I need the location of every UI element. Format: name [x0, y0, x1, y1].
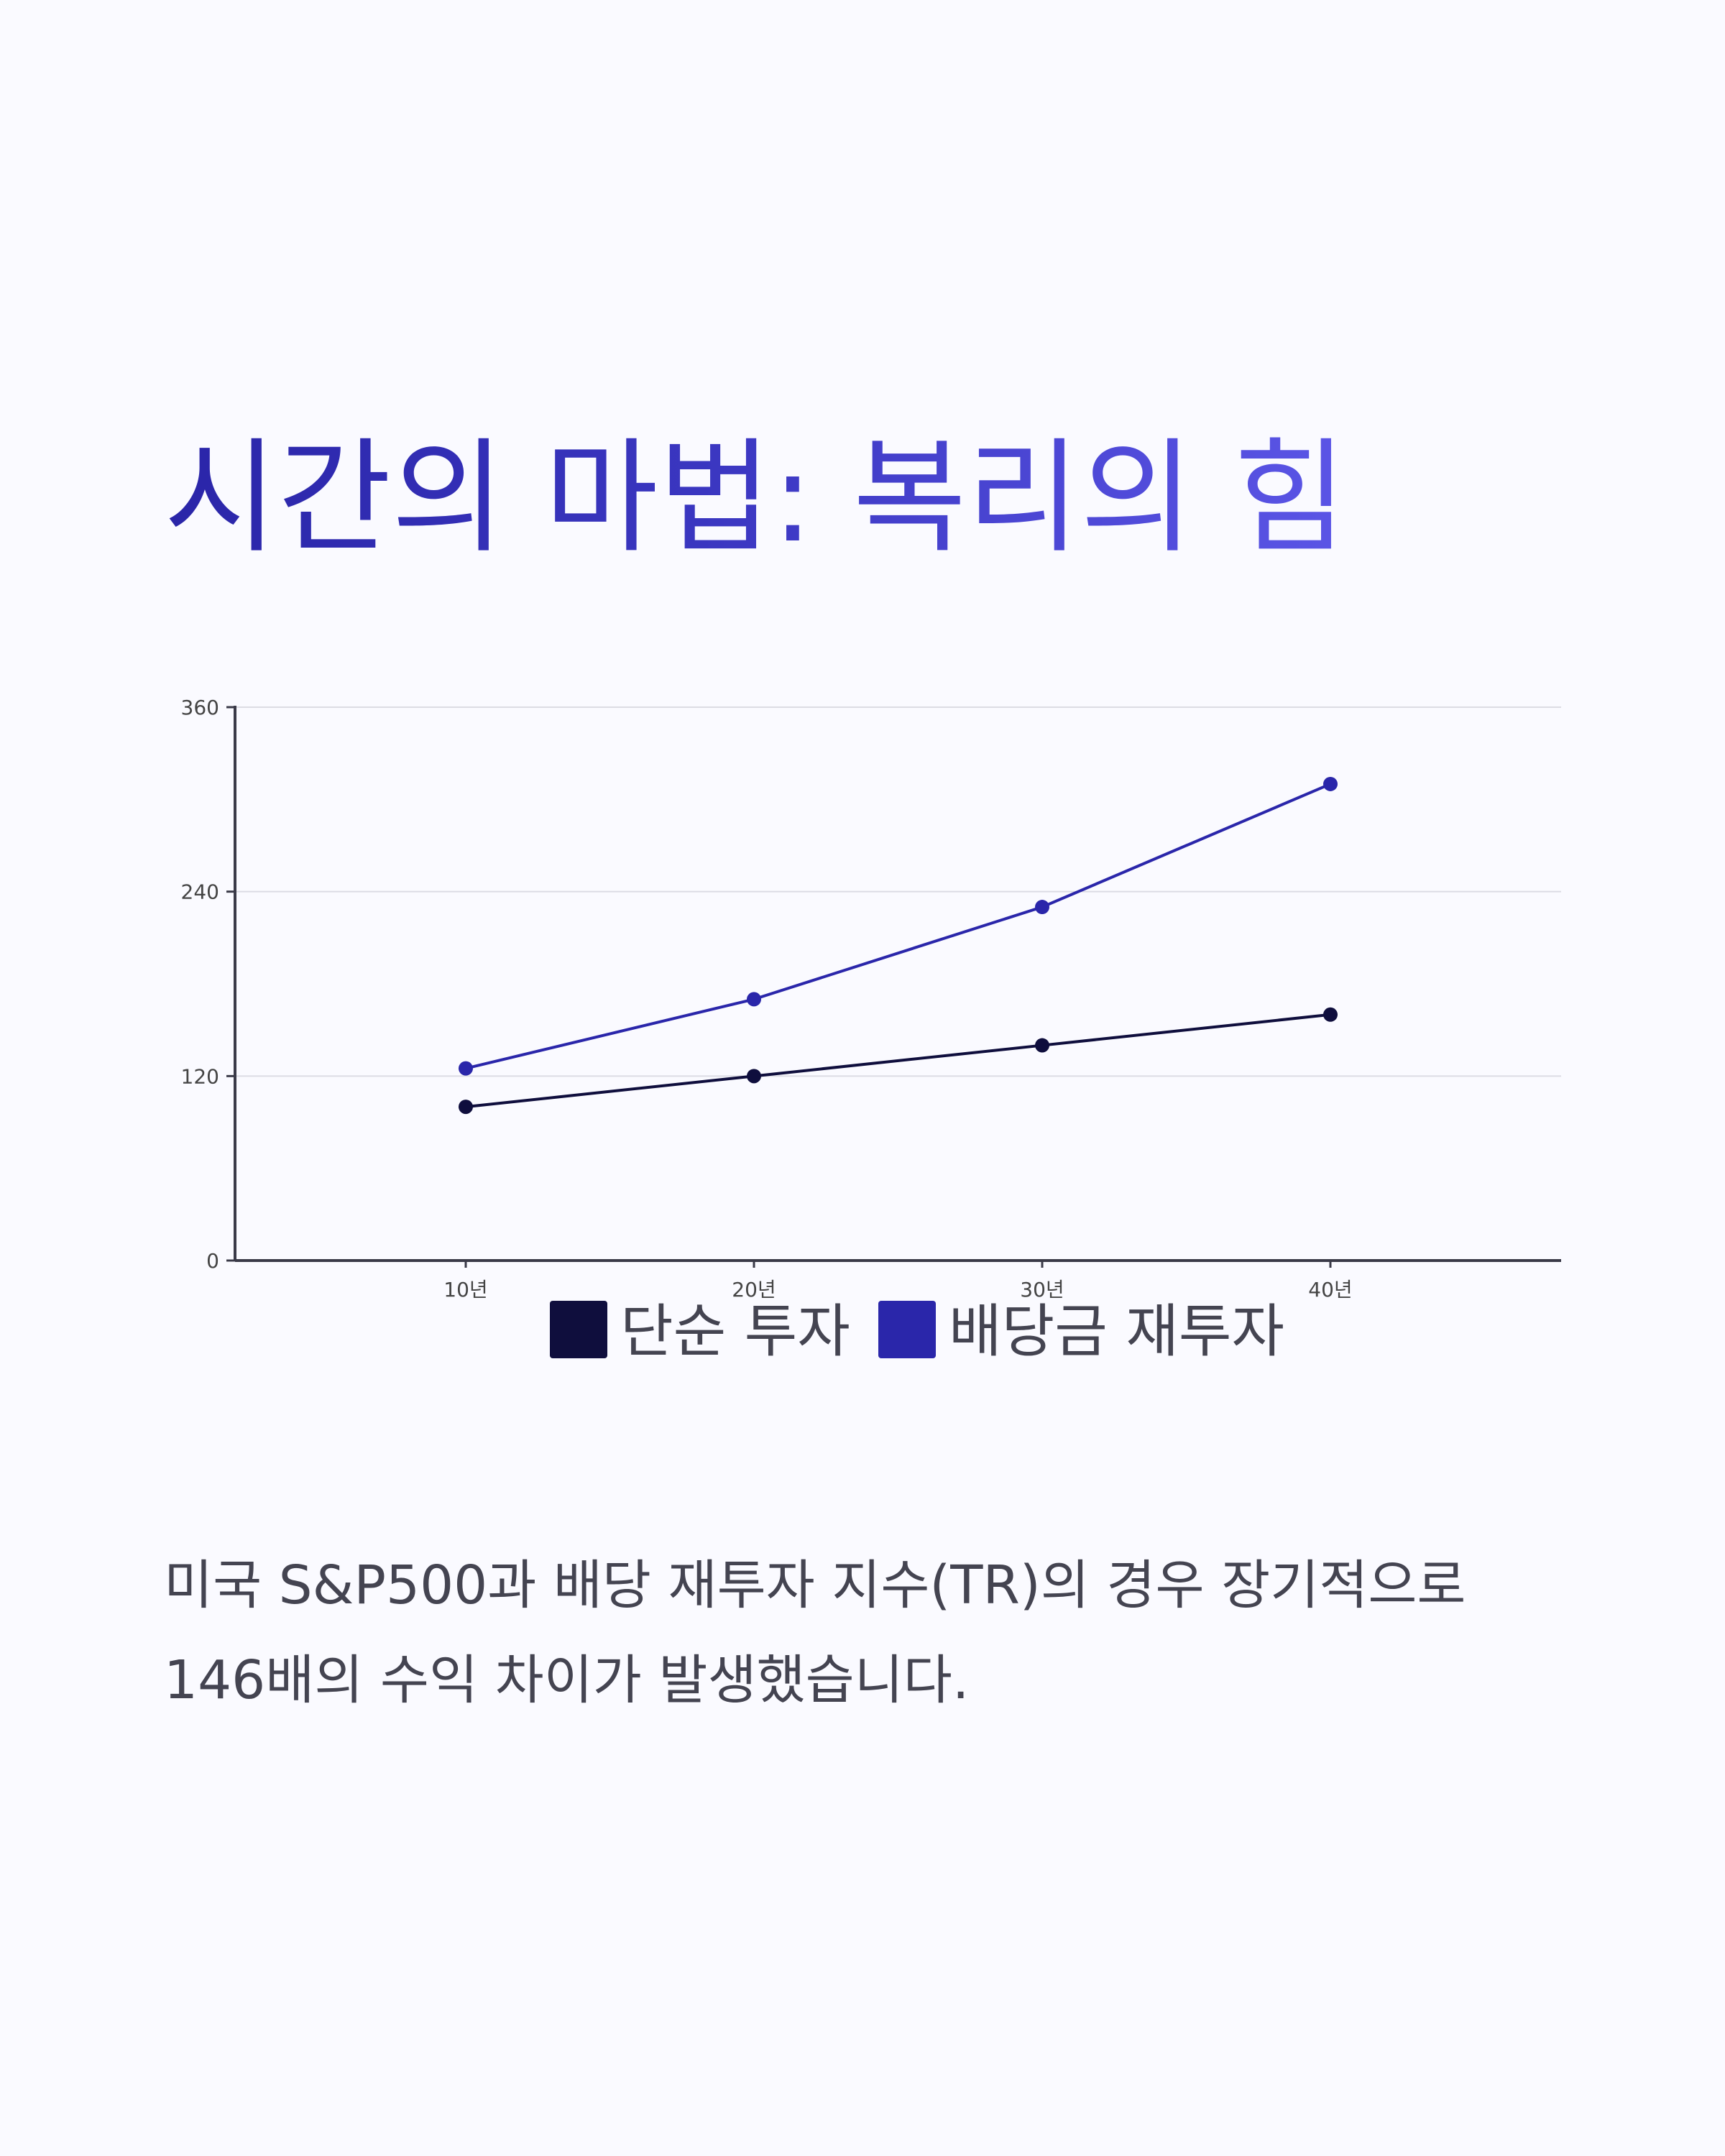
- series-line: [465, 783, 1331, 1070]
- data-point: [459, 1100, 473, 1115]
- data-point: [1035, 1038, 1049, 1053]
- y-ticks: 0 120 240 360: [181, 696, 235, 1273]
- series-2: [459, 776, 1338, 1076]
- series: [459, 776, 1338, 1115]
- legend[interactable]: 단순 투자 배당금 재투자: [550, 1298, 1284, 1365]
- y-tick-label: 360: [181, 696, 219, 719]
- data-point: [747, 992, 761, 1007]
- page-title: 시간의 마법: 복리의 힘: [164, 424, 1347, 572]
- x-tick-label: 10년: [443, 1278, 487, 1302]
- y-tick-label: 0: [206, 1249, 219, 1273]
- description-line-2: 146배의 수익 차이가 발생했습니다.: [164, 1649, 970, 1711]
- legend-swatch: [878, 1301, 936, 1358]
- legend-label: 배당금 재투자: [949, 1298, 1284, 1365]
- y-tick-label: 240: [181, 880, 219, 904]
- series-line: [465, 1013, 1331, 1109]
- data-point: [1035, 900, 1049, 915]
- data-point: [747, 1069, 761, 1084]
- line-chart: 0 120 240 360 10년 20년 30년 40년 단순 투자 배당금 재투자: [0, 668, 1725, 1390]
- series-1: [459, 1007, 1338, 1115]
- data-point: [459, 1061, 473, 1076]
- gridlines: [235, 706, 1561, 1077]
- legend-item-1[interactable]: 단순 투자: [550, 1298, 850, 1365]
- x-ticks: 10년 20년 30년 40년: [443, 1261, 1353, 1302]
- x-tick-label: 20년: [732, 1278, 776, 1302]
- x-tick-label: 40년: [1308, 1278, 1352, 1302]
- y-tick-label: 120: [181, 1064, 219, 1088]
- legend-swatch: [550, 1301, 607, 1358]
- x-tick-label: 30년: [1020, 1278, 1064, 1302]
- axes: [234, 706, 1561, 1262]
- chart-svg: 0 120 240 360 10년 20년 30년 40년 단순 투자 배당금 재투자: [181, 696, 1561, 1365]
- data-point: [1323, 776, 1338, 791]
- legend-item-2[interactable]: 배당금 재투자: [878, 1298, 1284, 1365]
- description-line-1: 미국 S&P500과 배당 재투자 지수(TR)의 경우 장기적으로: [164, 1554, 1466, 1616]
- description-text: 미국 S&P500과 배당 재투자 지수(TR)의 경우 장기적으로 146배의…: [164, 1538, 1601, 1728]
- data-point: [1323, 1007, 1338, 1022]
- legend-label: 단순 투자: [620, 1298, 850, 1365]
